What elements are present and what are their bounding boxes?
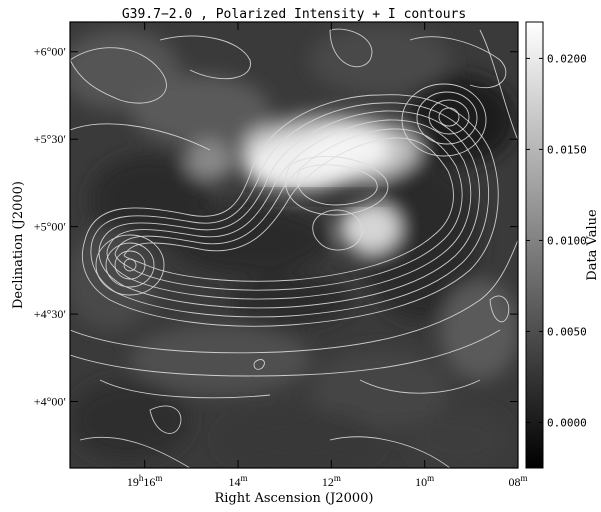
y-tick-label: +4°30′	[34, 307, 67, 321]
plot-frame	[69, 21, 519, 469]
x-tick-label: 08m	[508, 473, 527, 489]
y-tick-label: +5°30′	[34, 132, 67, 146]
x-tick-label: 14m	[228, 473, 247, 489]
intensity-contours	[70, 28, 518, 468]
x-axis-title: Right Ascension (J2000)	[214, 491, 373, 506]
chart-title: G39.7−2.0 , Polarized Intensity + I cont…	[122, 7, 466, 22]
colorbar-ticks: 0.0200 0.0150 0.0100 0.0050 0.0000	[526, 52, 587, 429]
x-tick-label: 12m	[322, 473, 341, 489]
colorbar-tick-label: 0.0100	[547, 234, 587, 247]
colorbar-tick-label: 0.0200	[547, 52, 587, 65]
y-tick-label: +5°00′	[34, 220, 67, 234]
colorbar-tick-label: 0.0000	[547, 416, 587, 429]
y-tick-label: +6°00′	[34, 45, 67, 59]
colorbar-tick-label: 0.0150	[547, 143, 587, 156]
y-tick-label: +4°00′	[34, 395, 67, 409]
x-tick-label: 19h16m	[127, 473, 163, 489]
y-axis-title: Declination (J2000)	[11, 181, 26, 309]
colorbar-tick-label: 0.0050	[547, 325, 587, 338]
colorbar: 0.0200 0.0150 0.0100 0.0050 0.0000 Data Valu…	[525, 21, 600, 469]
y-axis: +6°00′ +5°30′ +5°00′ +4°30′ +4°00′	[34, 45, 518, 409]
colorbar-title: Data Value	[585, 209, 600, 281]
x-tick-label: 10m	[415, 473, 434, 489]
x-axis: 19h16m 14m 12m 10m 08m	[127, 22, 528, 489]
